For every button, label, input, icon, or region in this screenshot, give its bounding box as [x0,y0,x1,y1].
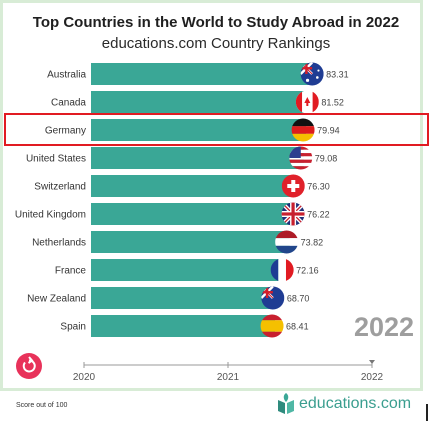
edge-mark [426,404,428,421]
bar [91,231,290,253]
chart-title: Top Countries in the World to Study Abro… [32,14,400,31]
value-label: 68.70 [287,294,310,304]
switzerland-flag-icon [281,174,305,198]
australia-flag-icon [300,62,324,86]
usa-flag-icon [289,146,313,170]
value-label: 79.94 [317,126,340,136]
current-year-label: 2022 [354,312,415,342]
bar [91,287,276,309]
value-label: 83.31 [326,70,349,80]
canada-flag-icon [295,90,319,114]
value-label: 73.82 [301,238,324,248]
new-zealand-flag-icon [261,286,285,310]
timeline-tick-label: 2022 [361,372,384,383]
category-label: New Zealand [27,294,86,305]
score-footnote: Score out of 100 [16,402,68,409]
brand-logo: educations.com [277,392,411,416]
chart-subtitle: educations.com Country Rankings [101,35,331,52]
value-label: 72.16 [296,266,319,276]
value-label: 76.30 [307,182,330,192]
bar [91,91,311,113]
frame-outline [0,0,423,391]
spain-flag-icon [260,314,284,338]
highlight-box [4,113,429,146]
bar [91,119,307,141]
category-label: United States [26,154,86,165]
timeline-tick-label: 2021 [217,372,240,383]
leaf-logo-icon [278,393,294,414]
category-label: Netherlands [32,238,86,249]
uk-flag-icon [281,202,305,226]
category-label: Germany [45,126,86,137]
value-label: 76.22 [307,210,330,220]
bar [91,147,304,169]
bar [91,315,276,337]
timeline-tick-label: 2020 [73,372,96,383]
replay-icon [22,356,36,373]
category-label: Spain [60,322,86,333]
category-label: France [55,266,87,277]
bar [91,175,297,197]
timeline-pointer[interactable] [369,360,375,364]
category-label: Australia [47,70,86,81]
netherlands-flag-icon [275,230,299,254]
category-label: United Kingdom [15,210,86,221]
replay-button[interactable] [16,353,42,379]
value-label: 68.41 [286,322,309,332]
bar [91,203,297,225]
category-label: Switzerland [34,182,86,193]
france-flag-icon [270,258,294,282]
bar [91,63,316,85]
brand-text: educations.com [299,395,412,412]
value-label: 81.52 [321,98,344,108]
germany-flag-icon [291,118,315,142]
bar [91,259,286,281]
value-label: 79.08 [315,154,338,164]
category-label: Canada [51,98,86,109]
